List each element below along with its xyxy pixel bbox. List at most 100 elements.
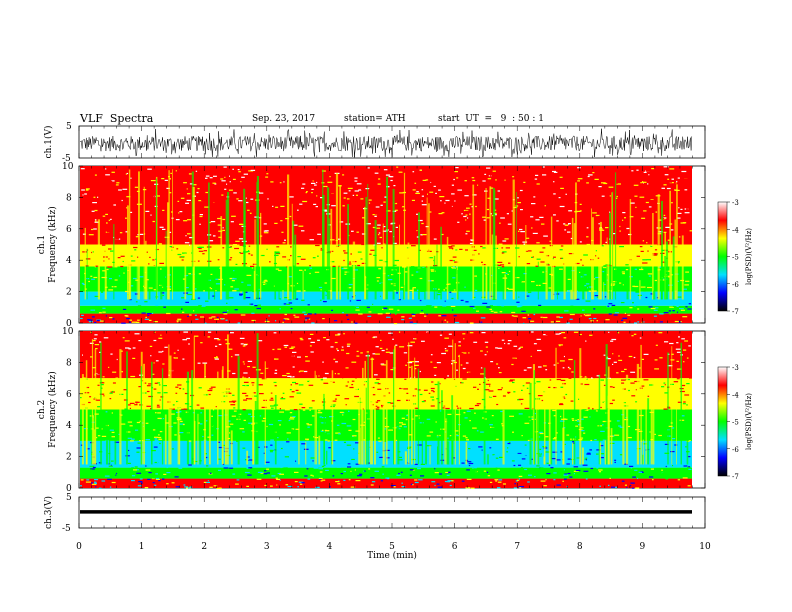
ch1-speckle bbox=[634, 195, 638, 197]
ch1-speckle bbox=[134, 229, 138, 231]
ch2-speckle bbox=[437, 475, 440, 477]
ch1-speckle bbox=[676, 180, 678, 183]
ch1-speckle bbox=[636, 190, 638, 193]
ch2-speckle bbox=[94, 479, 99, 481]
ch2-striation bbox=[315, 375, 317, 465]
ch2-speckle bbox=[676, 378, 680, 380]
ch2-striation bbox=[454, 343, 456, 465]
ch1-striation bbox=[165, 230, 167, 300]
ch1-speckle bbox=[441, 315, 447, 317]
ch2-speckle bbox=[600, 457, 604, 459]
ch2-speckle bbox=[202, 435, 204, 438]
ch2-speckle bbox=[323, 439, 328, 441]
ch1-speckle bbox=[630, 251, 636, 253]
ch1-speckle bbox=[483, 193, 486, 195]
ch1-striation bbox=[426, 197, 428, 300]
ch2-striation bbox=[550, 422, 553, 465]
ch2-speckle bbox=[618, 359, 623, 361]
ch2-speckle bbox=[519, 464, 523, 466]
ch1-speckle bbox=[351, 173, 355, 175]
ch1-speckle bbox=[437, 297, 443, 299]
ch1-striation bbox=[669, 190, 671, 300]
ch2-speckle bbox=[414, 463, 418, 465]
ch2-speckle bbox=[243, 419, 246, 421]
ch2-speckle bbox=[453, 415, 455, 417]
ch2-speckle bbox=[517, 347, 519, 349]
ch1-speckle bbox=[684, 212, 690, 214]
ch2-speckle bbox=[442, 373, 447, 375]
ch2-speckle bbox=[472, 368, 477, 370]
ch1-speckle bbox=[515, 287, 521, 289]
ch2-speckle bbox=[560, 386, 564, 388]
ch2-speckle bbox=[329, 486, 331, 488]
ch1-speckle bbox=[386, 275, 390, 277]
ch1-speckle bbox=[663, 218, 666, 220]
ch2-speckle bbox=[405, 364, 407, 366]
ch1-speckle bbox=[534, 178, 538, 180]
ch2-speckle bbox=[325, 426, 327, 428]
ch1-speckle bbox=[646, 242, 648, 244]
ch2-speckle bbox=[550, 464, 554, 466]
ch1-speckle bbox=[236, 198, 239, 200]
ch2-striation bbox=[451, 395, 454, 465]
ch2-speckle bbox=[469, 407, 475, 410]
ch1-speckle bbox=[163, 306, 166, 308]
ch2-speckle bbox=[270, 397, 274, 399]
ch1-speckle bbox=[351, 321, 353, 323]
ch1-speckle bbox=[161, 293, 165, 295]
ch2-speckle bbox=[466, 469, 470, 471]
ch1-speckle bbox=[623, 229, 628, 231]
ch2-speckle bbox=[277, 448, 283, 450]
ch1-speckle bbox=[167, 264, 172, 267]
ch2-speckle bbox=[307, 347, 311, 349]
ch1-speckle bbox=[186, 276, 189, 278]
ch1-speckle bbox=[558, 197, 561, 199]
ch2-speckle bbox=[166, 472, 171, 474]
ch2-speckle bbox=[305, 356, 308, 358]
ch1-speckle bbox=[438, 213, 443, 215]
ch2-speckle bbox=[641, 350, 644, 352]
ch1-speckle bbox=[499, 272, 502, 274]
ch2-speckle bbox=[602, 439, 608, 441]
ch1-speckle bbox=[683, 177, 689, 179]
ch1-speckle bbox=[526, 263, 531, 265]
ch2-striation bbox=[487, 454, 489, 465]
ch2-speckle bbox=[406, 463, 408, 465]
ch1-speckle bbox=[393, 264, 397, 266]
ch1-speckle bbox=[445, 199, 450, 202]
ch2-channel-label: ch.2 bbox=[37, 400, 47, 419]
ch1-speckle bbox=[295, 298, 299, 300]
ch1-speckle bbox=[262, 243, 265, 245]
ch2-speckle bbox=[263, 417, 266, 419]
ch1-speckle bbox=[327, 181, 333, 183]
ch1-speckle bbox=[559, 176, 563, 178]
ch1-speckle bbox=[331, 191, 335, 194]
ch2-speckle bbox=[538, 455, 542, 457]
ch1-speckle bbox=[594, 178, 599, 180]
ch1-speckle bbox=[198, 250, 204, 252]
ch1-speckle bbox=[111, 180, 115, 182]
ch1-speckle bbox=[181, 297, 185, 299]
ch2-speckle bbox=[174, 434, 177, 436]
ch2-speckle bbox=[640, 458, 644, 460]
ch1-speckle bbox=[346, 314, 349, 316]
ch1-speckle bbox=[120, 265, 124, 268]
ch1-speckle bbox=[641, 267, 643, 269]
ch2-speckle bbox=[232, 473, 236, 475]
ch2-speckle bbox=[199, 423, 203, 425]
ch2-speckle bbox=[462, 435, 467, 437]
ch1-speckle bbox=[223, 203, 227, 205]
ch1-striation bbox=[208, 182, 210, 300]
ch2-speckle bbox=[664, 392, 668, 394]
ch2-speckle bbox=[500, 432, 504, 434]
ch2-speckle bbox=[446, 348, 450, 350]
ch1-speckle bbox=[550, 321, 554, 323]
ch1-speckle bbox=[631, 195, 633, 197]
ch2-speckle bbox=[495, 467, 498, 469]
ch1-striation bbox=[681, 235, 684, 300]
ch1-speckle bbox=[643, 210, 647, 212]
ch1-speckle bbox=[647, 273, 653, 275]
ch2-speckle bbox=[173, 357, 178, 359]
ch1-striation bbox=[302, 270, 304, 300]
